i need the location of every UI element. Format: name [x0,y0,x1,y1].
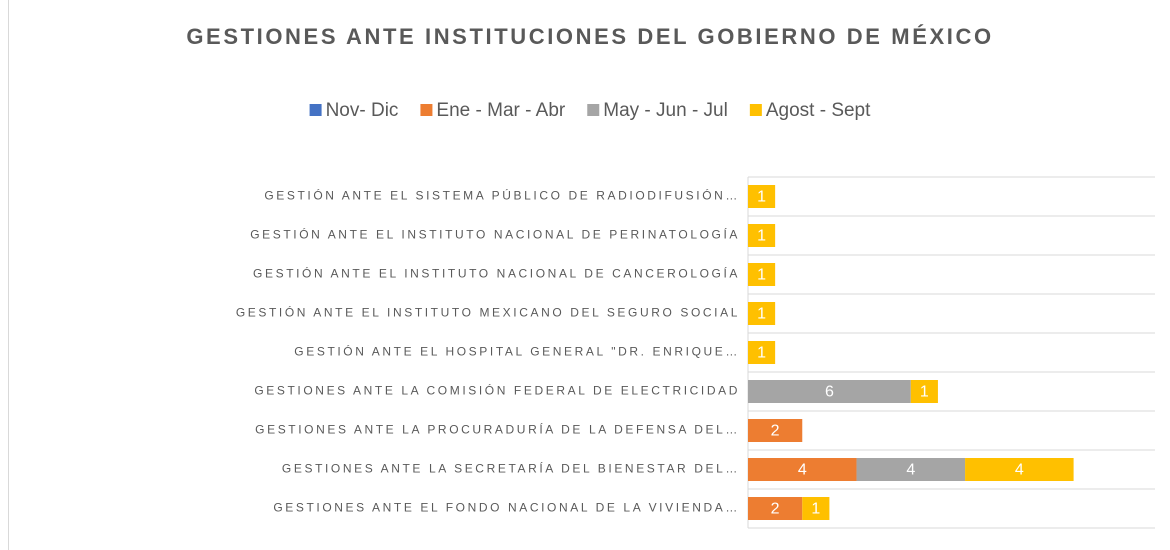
bar-segment [965,458,1074,481]
data-label: 4 [1015,462,1024,479]
bar-segment [802,497,830,520]
data-label: 1 [757,267,766,284]
data-label: 1 [757,189,766,206]
legend-swatch [749,104,762,116]
legend-label: Agost - Sept [766,100,871,121]
bar-segment [748,224,776,247]
y-tick-label: GESTIÓN ANTE EL INSTITUTO NACIONAL DE CA… [253,266,740,281]
bar-segment [748,302,776,325]
bar-segment [748,263,776,286]
bar-segment [748,380,911,403]
legend-item: Agost - Sept [749,100,871,121]
data-label: 4 [798,462,807,479]
y-tick-label: GESTIONES ANTE EL FONDO NACIONAL DE LA V… [273,501,740,515]
legend-item: Ene - Mar - Abr [420,100,566,121]
legend-label: May - Jun - Jul [603,100,728,121]
bar-segment [748,185,776,208]
legend-swatch [309,104,322,116]
legend-swatch [420,104,433,116]
y-tick-label: GESTIÓN ANTE EL SISTEMA PÚBLICO DE RADIO… [264,188,740,203]
data-label: 2 [771,501,780,518]
legend-item: Nov- Dic [309,100,399,121]
data-label: 1 [757,345,766,362]
data-label: 6 [825,384,834,401]
legend-item: May - Jun - Jul [587,100,728,121]
data-label: 1 [811,501,820,518]
y-tick-label: GESTIONES ANTE LA SECRETARÍA DEL BIENEST… [282,461,740,476]
bar-segment [748,341,776,364]
bar-segment [856,458,966,481]
legend-label: Ene - Mar - Abr [436,100,565,121]
chart-title: GESTIONES ANTE INSTITUCIONES DEL GOBIERN… [186,24,993,49]
data-label: 1 [920,384,929,401]
bar-segment [748,497,803,520]
data-label: 2 [771,423,780,440]
data-label: 4 [906,462,915,479]
y-tick-label: GESTIÓN ANTE EL HOSPITAL GENERAL "DR. EN… [294,344,740,359]
y-tick-label: GESTIÓN ANTE EL INSTITUTO NACIONAL DE PE… [250,227,740,242]
bar-segment [748,458,857,481]
data-label: 1 [757,228,766,245]
y-tick-label: GESTIONES ANTE LA PROCURADURÍA DE LA DEF… [255,422,740,437]
y-tick-label: GESTIONES ANTE LA COMISIÓN FEDERAL DE EL… [254,383,740,398]
data-label: 1 [757,306,766,323]
bar-segment [748,419,803,442]
bar-segment [910,380,938,403]
legend: Nov- Dic Ene - Mar - Abr May - Jun - Jul Ag… [309,100,871,121]
legend-label: Nov- Dic [326,100,399,121]
y-tick-label: GESTIÓN ANTE EL INSTITUTO MEXICANO DEL S… [236,305,740,320]
legend-swatch [587,104,600,116]
